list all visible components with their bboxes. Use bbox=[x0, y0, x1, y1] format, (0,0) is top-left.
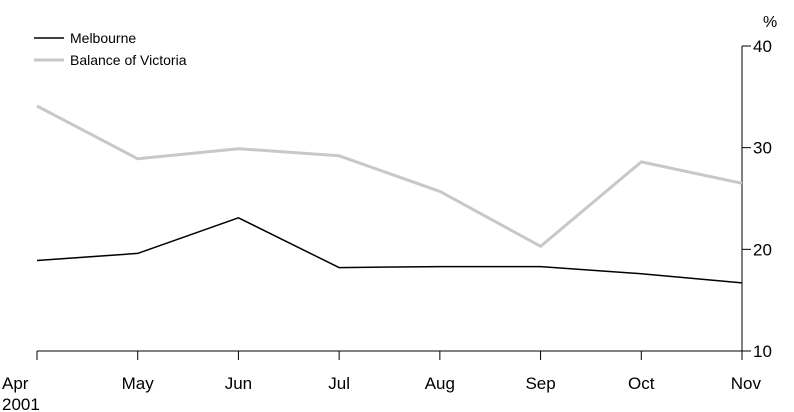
x-tick-label: Jun bbox=[225, 374, 252, 393]
x-tick-label: Oct bbox=[628, 374, 655, 393]
series-layer bbox=[36, 104, 743, 284]
series-line-melbourne bbox=[36, 217, 743, 284]
y-tick-label: 10 bbox=[753, 342, 772, 361]
y-tick-label: 20 bbox=[753, 240, 772, 259]
series-line-balance-of-victoria bbox=[36, 104, 743, 248]
legend: Melbourne Balance of Victoria bbox=[34, 30, 187, 68]
x-year-label: 2001 bbox=[2, 395, 40, 412]
y-tick-label: 30 bbox=[753, 139, 772, 158]
x-tick-label: Apr bbox=[2, 374, 29, 393]
x-tick-label: Aug bbox=[425, 374, 455, 393]
y-unit-label: % bbox=[763, 14, 777, 31]
legend-label-balance-of-victoria: Balance of Victoria bbox=[70, 52, 187, 68]
x-tick-label: May bbox=[122, 374, 155, 393]
axes: 10 20 30 40% Apr May Jun Jul Aug Sep Oct Nov 2001 bbox=[2, 14, 777, 412]
x-tick-label: Jul bbox=[328, 374, 350, 393]
y-tick-label: 40 bbox=[753, 37, 772, 56]
x-tick-label: Nov bbox=[731, 374, 762, 393]
x-tick-label: Sep bbox=[525, 374, 555, 393]
legend-label-melbourne: Melbourne bbox=[70, 30, 136, 46]
